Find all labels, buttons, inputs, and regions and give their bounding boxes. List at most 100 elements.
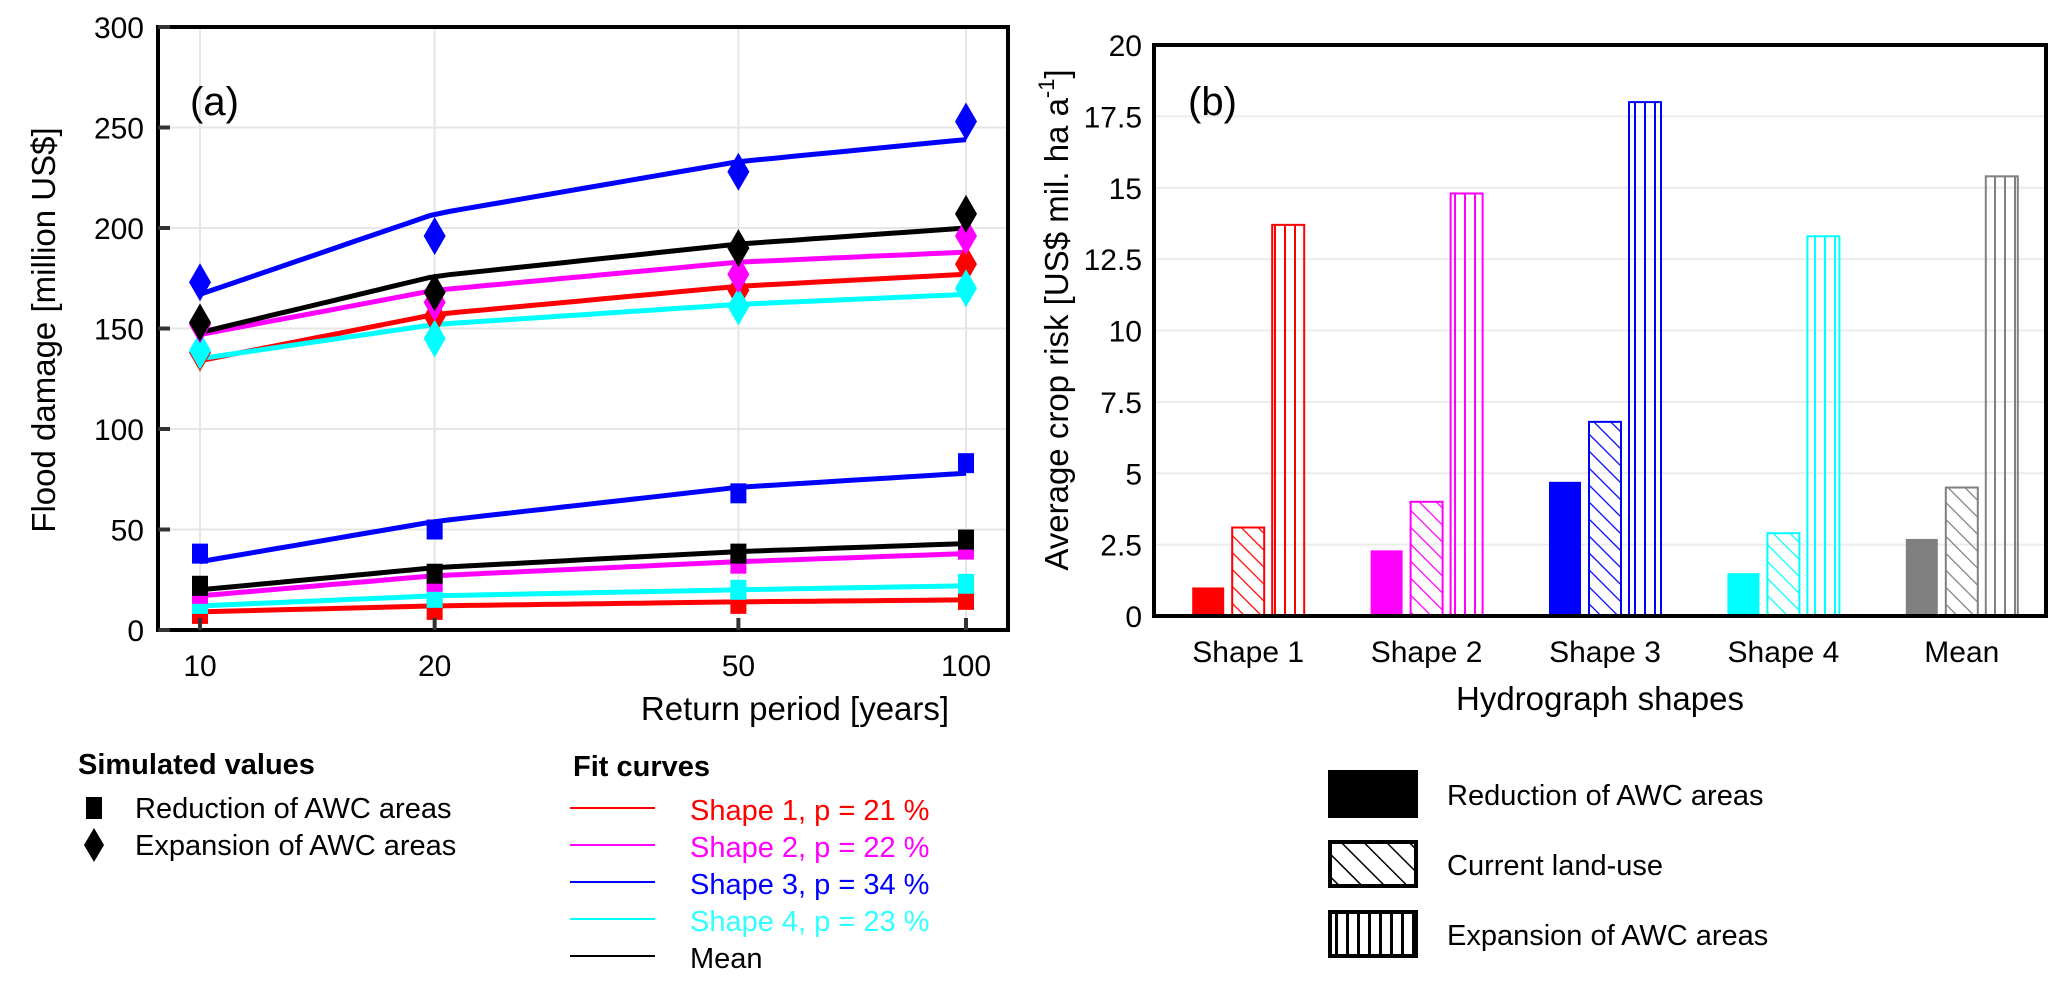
legend-swatch-solid [1328,770,1418,818]
point-expansion-mean [727,229,750,268]
x-tick-label: Shape 1 [1192,636,1304,669]
square-marker-icon [86,797,102,819]
point-expansion-shape-4 [727,287,750,326]
x-tick-label: 100 [941,650,991,683]
bar-shape-4-reduction-of-awc-areas [1727,573,1760,616]
point-expansion-mean [189,303,211,342]
y-axis-label-b-end: ] [1038,69,1075,78]
y-tick-label: 50 [111,515,144,548]
bar-shape-1-expansion-of-awc-areas [1271,223,1306,618]
axes-frame-b [1152,43,2048,618]
legend-fit-label: Shape 2, p = 22 % [690,832,929,864]
legend-b: Reduction of AWC areas Current land-use Ex… [1328,770,1768,958]
y-tick-label: 300 [94,12,144,45]
grid-a [158,27,1008,630]
y-tick-label: 5 [1125,458,1142,491]
point-reduction-shape-3 [730,483,747,504]
point-reduction-mean [192,575,208,596]
y-tick-label: 2.5 [1100,530,1142,563]
legend-label-reduction: Reduction of AWC areas [135,793,451,825]
x-ticks-b: Shape 1 Shape 2 Shape 3 Shape 4 Mean [1192,636,1999,669]
legend-fit-entries: Shape 1, p = 21 % Shape 2, p = 22 % Shape … [570,795,929,975]
bar-mean-reduction-of-awc-areas [1905,538,1938,616]
fit-curve-expansion-shape-1 [199,271,967,364]
legend-swatch-vertical [1328,910,1418,958]
x-tick-label: 20 [418,650,451,683]
legend-label-b: Current land-use [1447,850,1663,882]
fit-curve-expansion-shape-2 [199,249,967,337]
y-tick-label: 17.5 [1084,101,1142,134]
y-axis-label-b-main: Average crop risk [US$ mil. ha a [1038,97,1075,570]
legend-fit-label: Mean [690,943,763,975]
point-expansion-shape-3 [189,263,211,302]
point-expansion-shape-3 [955,102,977,141]
legend-label-expansion: Expansion of AWC areas [135,830,456,862]
legend-title-simulated: Simulated values [78,749,315,781]
bar-shape-2-current-land-use [1409,500,1444,617]
y-tick-label: 15 [1109,173,1142,206]
legend-label-b: Reduction of AWC areas [1447,780,1763,812]
legend-title-fit: Fit curves [573,751,710,783]
y-axis-label-b-sup: -1 [1034,79,1059,99]
point-expansion-shape-2 [727,255,750,294]
bar-mean-expansion-of-awc-areas [1984,175,2019,618]
point-expansion-mean [955,194,977,233]
fit-curves-a [199,137,967,615]
bars-b [1192,101,2019,618]
point-expansion-shape-1 [955,245,977,284]
y-ticks-a: 0 50 100 150 200 250 300 [94,12,170,648]
y-tick-label: 20 [1109,30,1142,63]
y-tick-label: 12.5 [1084,244,1142,277]
fit-curve-reduction-shape-1 [199,597,967,615]
fit-curve-reduction-shape-3 [199,470,967,565]
diamond-marker-icon [84,828,104,862]
legend-a: Simulated values Reduction of AWC areas … [78,749,929,975]
fit-curve-reduction-shape-4 [199,583,967,609]
point-reduction-mean [426,563,443,584]
point-reduction-shape-4 [730,579,747,600]
point-expansion-shape-2 [955,217,977,256]
fit-curve-expansion-mean [199,225,967,335]
point-expansion-shape-3 [727,152,750,191]
legend-label-b: Expansion of AWC areas [1447,920,1768,952]
fit-curve-expansion-shape-3 [199,137,967,297]
x-tick-label: 50 [722,650,755,683]
bar-shape-2-reduction-of-awc-areas [1370,550,1403,616]
point-expansion-shape-4 [423,319,446,358]
y-tick-label: 150 [94,314,144,347]
bar-shape-3-reduction-of-awc-areas [1549,481,1581,616]
bar-shape-1-current-land-use [1231,526,1266,617]
point-reduction-shape-1 [958,589,974,610]
x-tick-label: 10 [183,650,216,683]
point-expansion-shape-3 [423,217,446,256]
x-ticks-a: 10 20 50 100 [183,618,991,683]
point-expansion-mean [423,273,446,312]
x-axis-label-a: Return period [years] [641,690,949,727]
point-expansion-shape-4 [955,269,977,308]
point-reduction-shape-4 [958,573,974,594]
point-reduction-shape-3 [426,519,443,540]
y-axis-label-b: Average crop risk [US$ mil. ha a-1] [1034,69,1075,570]
y-tick-label: 0 [127,615,144,648]
point-reduction-mean [730,543,747,564]
point-reduction-shape-3 [958,453,974,474]
fit-curve-reduction-mean [199,541,967,593]
legend-fit-label: Shape 1, p = 21 % [690,795,929,827]
x-tick-label: Shape 3 [1549,636,1661,669]
bar-shape-4-expansion-of-awc-areas [1806,235,1841,617]
panel-label-b: (b) [1188,80,1237,124]
x-tick-label: Mean [1924,636,1999,669]
point-reduction-shape-4 [426,587,443,608]
point-reduction-mean [958,529,974,550]
y-axis-label-a: Flood damage [million US$] [25,127,62,532]
y-tick-label: 100 [94,414,144,447]
bar-shape-2-expansion-of-awc-areas [1449,192,1484,618]
legend-fit-label: Shape 4, p = 23 % [690,906,929,938]
point-reduction-shape-3 [192,543,208,564]
x-axis-label-b: Hydrograph shapes [1456,680,1744,717]
points-a [189,102,977,624]
bar-shape-3-current-land-use [1588,420,1622,617]
fit-curve-expansion-shape-4 [199,291,967,362]
panel-a: 0 50 100 150 200 250 300 10 20 50 100 (a) Return … [25,12,1010,727]
